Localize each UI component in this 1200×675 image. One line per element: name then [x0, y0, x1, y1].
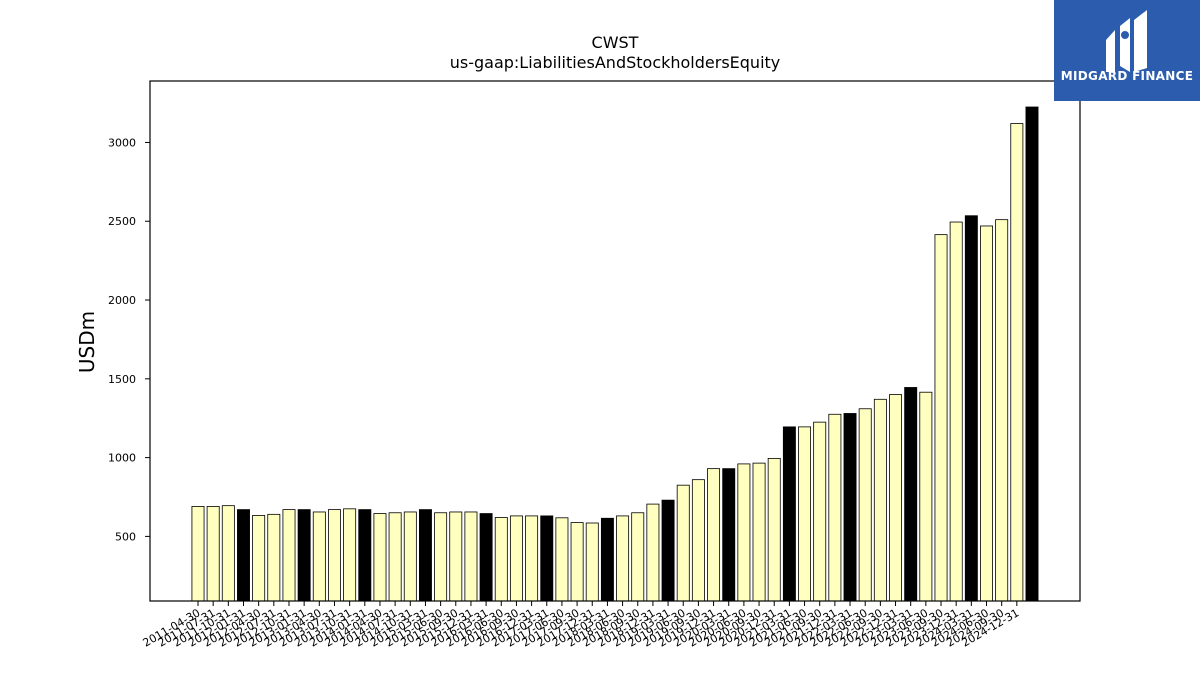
y-tick-label: 2000 [108, 294, 136, 307]
bar-2024-03-31 [964, 215, 978, 602]
bar-2013-07-31 [328, 509, 341, 602]
y-tick-label: 2500 [108, 215, 136, 228]
bar-2014-07-31 [388, 512, 402, 602]
plot-frame [149, 80, 1081, 602]
bar-2012-10-31 [282, 509, 296, 602]
bar-2013-01-31 [297, 509, 311, 602]
bar-2022-06-30 [858, 408, 872, 602]
midgard-finance-logo: MIDGARD FINANCE [1054, 0, 1200, 101]
bar-2019-12-31 [707, 468, 721, 602]
bar-2021-06-30 [798, 426, 812, 602]
bar-2014-01-31 [358, 509, 372, 602]
bar-2023-06-30 [919, 391, 933, 602]
bar-2013-10-31 [343, 508, 357, 602]
bar-2019-06-30 [676, 484, 690, 602]
y-tick-label: 1000 [108, 452, 136, 465]
bar-2016-06-30 [494, 517, 508, 602]
y-tick-label: 3000 [108, 136, 136, 149]
bar-2018-12-31 [646, 503, 660, 602]
bar-2017-03-31 [540, 515, 554, 602]
bar-2022-12-31 [889, 394, 902, 602]
bar-2012-01-31 [237, 509, 250, 602]
bar-2015-06-30 [434, 512, 448, 602]
bar-2018-09-30 [631, 512, 645, 602]
bar-2021-03-31 [782, 426, 796, 602]
bar-2017-09-30 [570, 522, 584, 602]
bar-2018-06-30 [616, 515, 630, 602]
y-tick-label: 1500 [108, 373, 136, 386]
y-axis-label: USDm [75, 311, 99, 373]
bar-2012-04-30 [252, 515, 266, 602]
bar-2022-03-31 [843, 413, 857, 602]
bar-2023-09-30 [934, 234, 948, 602]
bars-group [191, 106, 1039, 602]
bar-2017-06-30 [555, 517, 569, 602]
bar-2014-04-30 [373, 513, 387, 602]
bar-2023-12-31 [949, 221, 963, 602]
bar-2011-10-31 [221, 505, 235, 602]
bar-2020-09-30 [752, 462, 766, 602]
bar-2024-09-30 [995, 219, 1009, 602]
logo-wordmark: MIDGARD FINANCE [1061, 69, 1193, 83]
x-axis-ticks: 2011-04-302011-07-312011-10-312012-01-31… [141, 601, 1021, 650]
bar-2019-09-30 [691, 479, 705, 602]
chart-title: CWST [592, 33, 639, 52]
bar-2016-03-31 [479, 513, 493, 602]
bar-2011-04-30 [191, 506, 205, 602]
bar-2016-09-30 [509, 515, 523, 602]
bar-2011-07-31 [206, 506, 220, 602]
bar-item-55 [1025, 106, 1039, 602]
bar-2015-09-30 [449, 511, 463, 602]
bar-2020-12-31 [767, 457, 781, 602]
bar-2024-12-31 [1010, 123, 1024, 602]
bar-2024-06-30 [980, 225, 993, 602]
bar-2023-03-31 [904, 387, 918, 602]
chart-subtitle: us-gaap:LiabilitiesAndStockholdersEquity [450, 53, 781, 72]
bar-2015-12-31 [464, 511, 478, 602]
bar-2022-09-30 [873, 398, 887, 602]
bar-2020-06-30 [737, 463, 751, 602]
midgard-logo-icon [1106, 10, 1147, 72]
bar-2020-03-31 [722, 468, 736, 602]
bar-2014-10-31 [403, 511, 417, 602]
y-axis-ticks: 500 1000 1500 2000 2500 3000 [108, 136, 150, 543]
bar-2021-12-31 [828, 413, 842, 602]
bar-2013-04-30 [312, 511, 326, 602]
bar-2016-12-31 [525, 515, 539, 602]
bar-2019-03-31 [661, 499, 675, 602]
y-tick-label: 500 [115, 530, 136, 543]
bar-2015-03-31 [418, 509, 432, 602]
bar-2021-09-30 [813, 421, 827, 602]
bar-2018-03-31 [600, 517, 614, 602]
bar-2012-07-31 [267, 513, 281, 602]
bar-2017-12-31 [585, 522, 599, 602]
